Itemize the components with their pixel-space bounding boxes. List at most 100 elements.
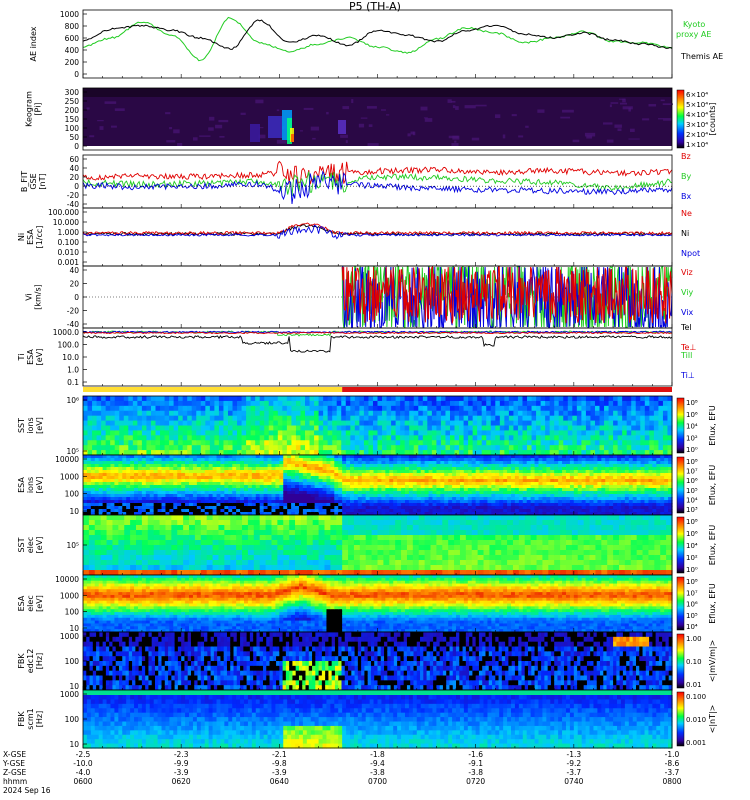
- esa_ion-colorbar-tick: 10³: [686, 506, 698, 514]
- fbk_b-colorbar-tick: 0.001: [686, 739, 706, 747]
- fbk_e-ytick-label: 10: [69, 682, 79, 691]
- temperature-ytick-label: 100.0: [58, 341, 80, 350]
- keogram-speckle: [622, 106, 633, 110]
- fbk_e-colorbar-tick: 0.10: [686, 658, 702, 666]
- keogram-speckle: [276, 109, 280, 112]
- keogram-speckle: [199, 135, 211, 137]
- fbk_b-colorbar-label-group: <|nT|>: [708, 705, 717, 734]
- esa_ion-colorbar-tick: 10⁴: [686, 496, 698, 504]
- sst_elec-colorbar-tick: 10⁸: [686, 518, 698, 526]
- density-frame: [82, 207, 673, 267]
- keogram-colorbar-label-group: [counts]: [708, 103, 717, 136]
- esa_elec-colorbar-tick: 10⁵: [686, 612, 698, 620]
- fbk_e-ytick-label: 1000: [60, 632, 79, 641]
- time-axis-value: 0740: [564, 777, 583, 786]
- fbk_e-ylabel-1: FBK: [17, 653, 26, 669]
- keogram-speckle: [502, 134, 506, 139]
- esa_ion-ylabel-3: [eV]: [35, 477, 44, 494]
- density-ytick-label: 10.000: [53, 218, 79, 227]
- sst_ion-colorbar-label: Eflux, EFU: [708, 405, 717, 446]
- velocity-ylabel-group: Vi [km/s]: [25, 284, 43, 310]
- legend-proxy-ae: proxy AE: [676, 30, 711, 39]
- ae-ytick-label: 800: [65, 22, 80, 31]
- time-axis-value: -9.2: [567, 759, 582, 768]
- time-axis-value: -9.9: [174, 759, 189, 768]
- keogram-speckle: [407, 133, 411, 137]
- density-Npot-line: [82, 224, 673, 240]
- esa_elec-ytick-label: 10000: [55, 575, 79, 584]
- keogram-speckle: [452, 105, 456, 109]
- keogram-speckle: [628, 138, 640, 140]
- legend-Ni: Ni: [681, 229, 689, 238]
- keogram-speckle: [537, 109, 545, 113]
- bfield-Bz-line: [82, 160, 673, 186]
- keogram-speckle: [572, 139, 580, 143]
- keogram-speckle: [97, 120, 104, 122]
- keogram-speckle: [358, 123, 365, 128]
- sst_ion-colorbar: [676, 397, 685, 454]
- keogram-speckle: [177, 142, 183, 147]
- ae-ytick-label: 0: [74, 70, 79, 79]
- esa_elec-colorbar-tick: 10⁸: [686, 578, 698, 586]
- keogram-ylabel-1: Keogram: [25, 91, 34, 127]
- keogram-speckle: [511, 114, 517, 117]
- sst_elec-ylabel-2: elec: [26, 537, 35, 553]
- fbk_b-ytick-label: 1000: [60, 690, 79, 699]
- time-axis-row-label: X-GSE: [3, 750, 26, 759]
- time-axis-row-label: hhmm: [3, 777, 27, 786]
- legend-Ne: Ne: [681, 209, 692, 218]
- keogram-colorbar: [676, 89, 685, 149]
- fbk_b-ytick-label: 100: [65, 715, 80, 724]
- time-axis-value: 0800: [662, 777, 681, 786]
- keogram-ytick-label: 300: [65, 88, 80, 97]
- keogram-ytick-label: 100: [65, 124, 80, 133]
- fbk_b-ylabel-2: scm1: [26, 708, 35, 729]
- ae-ytick-label: 400: [65, 46, 80, 55]
- temperature-ytick-label: 10.0: [62, 353, 79, 362]
- keogram-speckle: [455, 106, 459, 110]
- keogram-speckle: [617, 128, 622, 132]
- legend-Ti⊥: Ti⊥: [680, 371, 695, 380]
- legend-themis-ae: Themis AE: [680, 52, 723, 61]
- keogram-aurora: [250, 124, 260, 142]
- temperature-ytick-label: 1.0: [67, 366, 79, 375]
- legend-kyoto: Kyoto: [683, 20, 705, 29]
- sst_elec-ylabel-3: [eV]: [35, 537, 44, 554]
- keogram-speckle: [614, 124, 622, 128]
- velocity-ylabel-1: Vi: [25, 293, 34, 301]
- time-axis-value: -1.8: [370, 750, 385, 759]
- fbk_b-ytick-label: 10: [69, 740, 79, 749]
- velocity-ytick-label: -40: [67, 320, 79, 329]
- keogram-speckle: [169, 127, 173, 130]
- keogram-speckle: [560, 116, 571, 119]
- time-axis-row-label: Z-GSE: [3, 768, 27, 777]
- esa_ion-ytick-label: 1000: [60, 472, 79, 481]
- keogram-speckle: [345, 140, 348, 144]
- keogram-colorbar-tick: 4×10⁴: [686, 111, 708, 119]
- keogram-speckle: [628, 107, 631, 112]
- fbk_e-ylabel-group: FBK edc12 [Hz]: [17, 649, 44, 674]
- esa_ion-colorbar-label-group: Eflux, EFU: [708, 465, 717, 506]
- keogram-speckle: [218, 119, 229, 123]
- temperature-ylabel-1: Ti: [17, 354, 26, 362]
- keogram-speckle: [86, 107, 90, 110]
- time-axis-value: -3.9: [272, 768, 287, 777]
- keogram-speckle: [326, 111, 329, 115]
- density-ytick-label: 0.001: [58, 258, 80, 267]
- keogram-speckle: [660, 99, 665, 102]
- time-axis-value: -9.8: [272, 759, 287, 768]
- keogram-speckle: [451, 143, 459, 147]
- keogram-ylabel-group: Keogram [Pi]: [25, 91, 43, 127]
- time-axis-value: -3.7: [665, 768, 680, 777]
- keogram-speckle: [630, 128, 635, 132]
- sst_elec-colorbar-tick: 10⁴: [686, 542, 698, 550]
- keogram-speckle: [368, 124, 373, 127]
- legend-Vix: Vix: [681, 308, 694, 317]
- time-axis-date: 2024 Sep 16: [3, 786, 51, 795]
- keogram-ytick-label: 250: [65, 97, 80, 106]
- time-axis-value: -2.1: [272, 750, 287, 759]
- sst_elec-colorbar-tick: 10⁰: [686, 566, 698, 574]
- keogram-speckle: [276, 139, 287, 144]
- keogram-speckle: [525, 125, 529, 128]
- time-axis-value: -9.4: [370, 759, 385, 768]
